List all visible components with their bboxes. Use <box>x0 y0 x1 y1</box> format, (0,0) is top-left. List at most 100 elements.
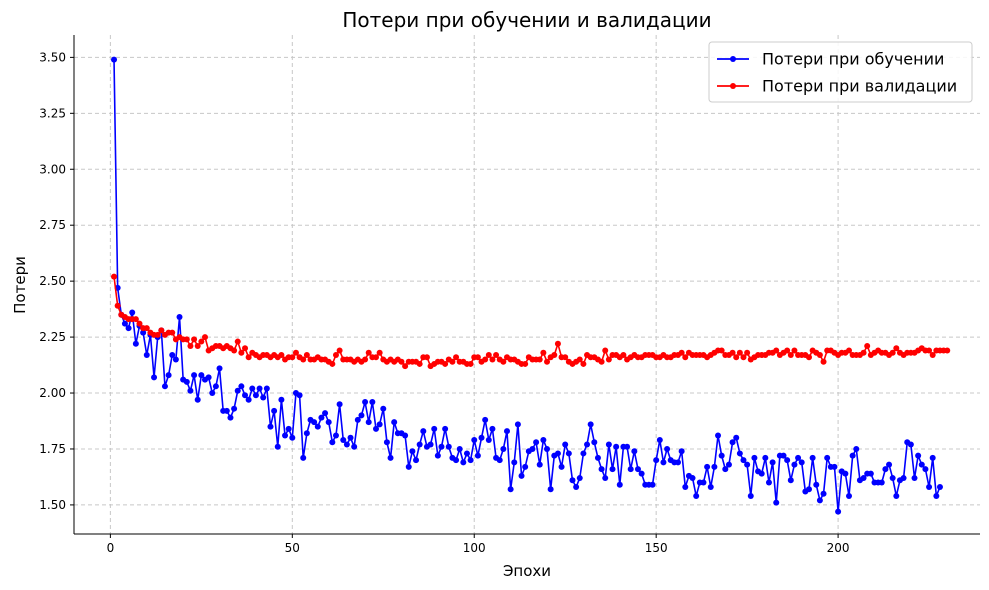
series-train-point <box>929 454 936 461</box>
series-layer <box>111 56 951 515</box>
series-train-point <box>376 421 383 428</box>
series-train-point <box>380 405 387 412</box>
series-train-point <box>798 459 805 466</box>
series-train-point <box>282 432 289 439</box>
series-val-point <box>474 354 481 361</box>
series-train-point <box>340 437 347 444</box>
series-train-point <box>733 434 740 441</box>
series-train-point <box>318 414 325 421</box>
series-train-point <box>362 398 369 405</box>
series-val-point <box>485 351 492 358</box>
series-val-point <box>169 329 176 336</box>
series-train-point <box>915 452 922 459</box>
series-train-point <box>263 385 270 392</box>
series-train-point <box>322 410 329 417</box>
series-train-point <box>769 459 776 466</box>
series-train-point <box>187 387 194 394</box>
series-train-point <box>183 378 190 385</box>
series-val-point <box>154 331 161 338</box>
series-train-point <box>744 461 751 468</box>
series-train-point <box>332 432 339 439</box>
series-train-point <box>762 454 769 461</box>
series-val-point <box>736 349 743 356</box>
series-train-point <box>434 452 441 459</box>
series-train-point <box>784 457 791 464</box>
series-train-point <box>594 454 601 461</box>
y-axis-label: Потери <box>11 256 29 314</box>
series-val-point <box>416 360 423 367</box>
series-train-point <box>373 425 379 432</box>
series-val-point <box>678 349 685 356</box>
series-val-point <box>303 351 310 358</box>
series-val-point <box>773 347 780 354</box>
series-train-point <box>460 459 467 466</box>
y-tick-label: 2.00 <box>39 386 66 400</box>
y-tick-label: 3.25 <box>39 106 66 120</box>
series-train-point <box>831 463 838 470</box>
series-train-point <box>413 457 420 464</box>
series-train-point <box>889 475 896 482</box>
series-train-point <box>725 461 732 468</box>
series-train-point <box>867 470 874 477</box>
series-val-point <box>423 354 430 361</box>
series-val-point <box>183 336 190 343</box>
series-train-point <box>544 445 551 452</box>
series-train-point <box>609 466 616 473</box>
series-val-point <box>143 325 150 332</box>
series-train-point <box>205 374 212 381</box>
series-train-point <box>129 309 136 316</box>
series-train-point <box>161 383 168 390</box>
series-train-point <box>624 443 631 450</box>
series-train-point <box>329 439 336 446</box>
series-val-point <box>373 354 379 361</box>
series-val-point <box>329 360 336 367</box>
series-train-point <box>791 461 798 468</box>
series-val-point <box>191 336 198 343</box>
series-val-point <box>493 351 500 358</box>
series-train-point <box>809 454 816 461</box>
x-ticks: 0 50 100 150 200 <box>107 534 850 555</box>
series-train-point <box>431 425 438 432</box>
legend-val-marker <box>730 83 736 89</box>
series-train-point <box>442 425 449 432</box>
series-train-point <box>813 481 820 488</box>
series-val-point <box>231 347 238 354</box>
series-val-point <box>242 345 249 352</box>
series-val-point <box>729 349 736 356</box>
series-val-point <box>300 356 307 363</box>
series-train-point <box>933 492 940 499</box>
series-val-point <box>580 360 587 367</box>
series-val-point <box>238 349 245 356</box>
series-val-point <box>292 349 299 356</box>
series-train-point <box>231 405 238 412</box>
series-train-point <box>569 477 576 484</box>
series-train-point <box>675 459 681 466</box>
x-tick-label: 200 <box>827 541 850 555</box>
series-train-point <box>256 385 263 392</box>
series-train-point <box>365 419 372 426</box>
legend-train-label: Потери при обучении <box>762 50 944 69</box>
series-train-point <box>223 407 230 414</box>
series-train-point <box>540 437 547 444</box>
series-val-point <box>132 316 139 323</box>
series-train-point <box>252 392 259 399</box>
series-train-point <box>402 432 409 439</box>
axes <box>73 35 980 535</box>
y-tick-label: 2.25 <box>39 330 66 344</box>
series-train-point <box>482 416 489 423</box>
series-val-point <box>398 358 405 365</box>
series-train-point <box>125 325 132 332</box>
series-train-point <box>529 445 536 452</box>
series-train-point <box>420 428 427 435</box>
series-train-point <box>926 484 933 491</box>
series-train-point <box>140 329 147 336</box>
series-val-point <box>362 356 369 363</box>
series-val-point <box>816 351 823 358</box>
series-train-point <box>245 396 252 403</box>
series-train-point <box>427 441 434 448</box>
x-tick-label: 50 <box>285 541 300 555</box>
series-train-point <box>584 441 591 448</box>
series-train-point <box>922 466 929 473</box>
y-tick-label: 2.75 <box>39 218 66 232</box>
series-train-point <box>918 461 925 468</box>
